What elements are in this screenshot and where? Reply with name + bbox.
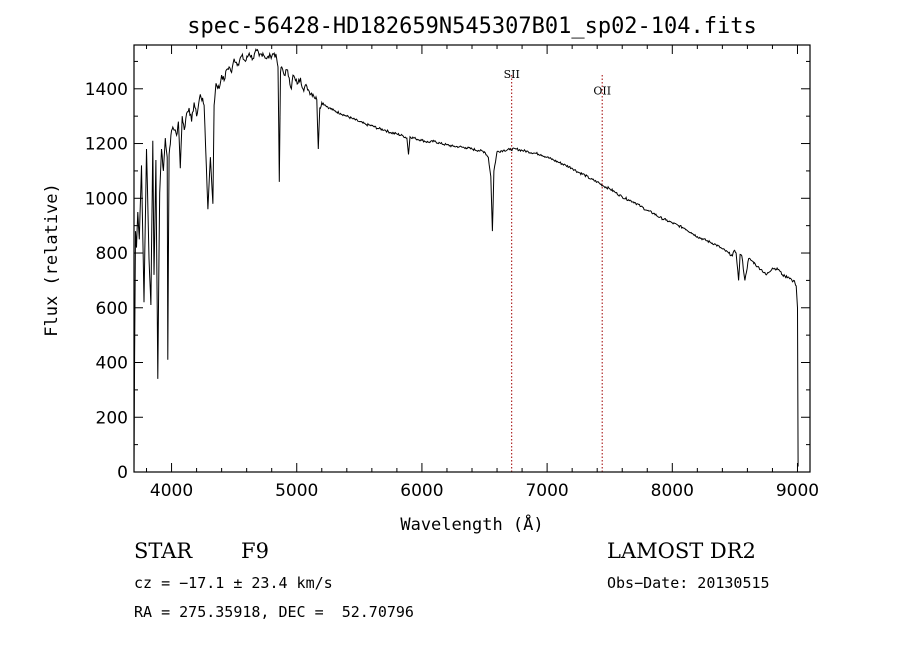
plot-frame xyxy=(133,44,811,473)
y-tick-label: 0 xyxy=(117,463,128,483)
x-tick-label: 7000 xyxy=(525,481,568,501)
redshift-cz: cz = −17.1 ± 23.4 km/s xyxy=(134,574,333,592)
x-tick-label: 4000 xyxy=(150,481,193,501)
y-tick-label: 400 xyxy=(96,354,128,374)
chart-title: spec-56428-HD182659N545307B01_sp02-104.f… xyxy=(187,14,757,39)
coordinates: RA = 275.35918, DEC = 52.70796 xyxy=(134,603,414,621)
plot-area: SII OII xyxy=(133,48,799,473)
y-tick-label: 200 xyxy=(96,408,128,428)
x-tick-label: 6000 xyxy=(400,481,443,501)
y-tick-label: 600 xyxy=(96,299,128,319)
x-tick-label: 9000 xyxy=(776,481,819,501)
spectrum-line xyxy=(133,48,799,473)
x-axis: 4000 5000 6000 7000 8000 9000 xyxy=(146,45,819,501)
x-tick-label: 5000 xyxy=(275,481,318,501)
x-axis-label: Wavelength (Å) xyxy=(400,513,543,535)
survey-name: LAMOST DR2 xyxy=(607,539,756,563)
observation-date: Obs−Date: 20130515 xyxy=(607,574,770,592)
x-tick-label: 8000 xyxy=(651,481,694,501)
spectral-class: F9 xyxy=(241,539,269,563)
y-axis: 0 200 400 600 800 1000 1200 1400 xyxy=(85,60,810,483)
y-tick-label: 1400 xyxy=(85,80,128,100)
y-axis-label: Flux (relative) xyxy=(42,183,62,337)
spectral-line-label: SII xyxy=(504,68,520,81)
y-tick-label: 1000 xyxy=(85,189,128,209)
y-tick-label: 1200 xyxy=(85,135,128,155)
spectral-line-label: OII xyxy=(593,84,611,97)
object-type: STAR xyxy=(134,539,193,563)
y-tick-label: 800 xyxy=(96,244,128,264)
